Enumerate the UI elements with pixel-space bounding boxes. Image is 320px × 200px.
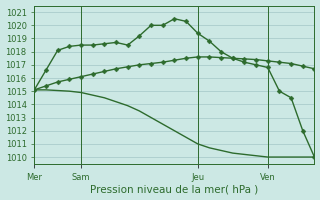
X-axis label: Pression niveau de la mer( hPa ): Pression niveau de la mer( hPa ) [90,184,259,194]
